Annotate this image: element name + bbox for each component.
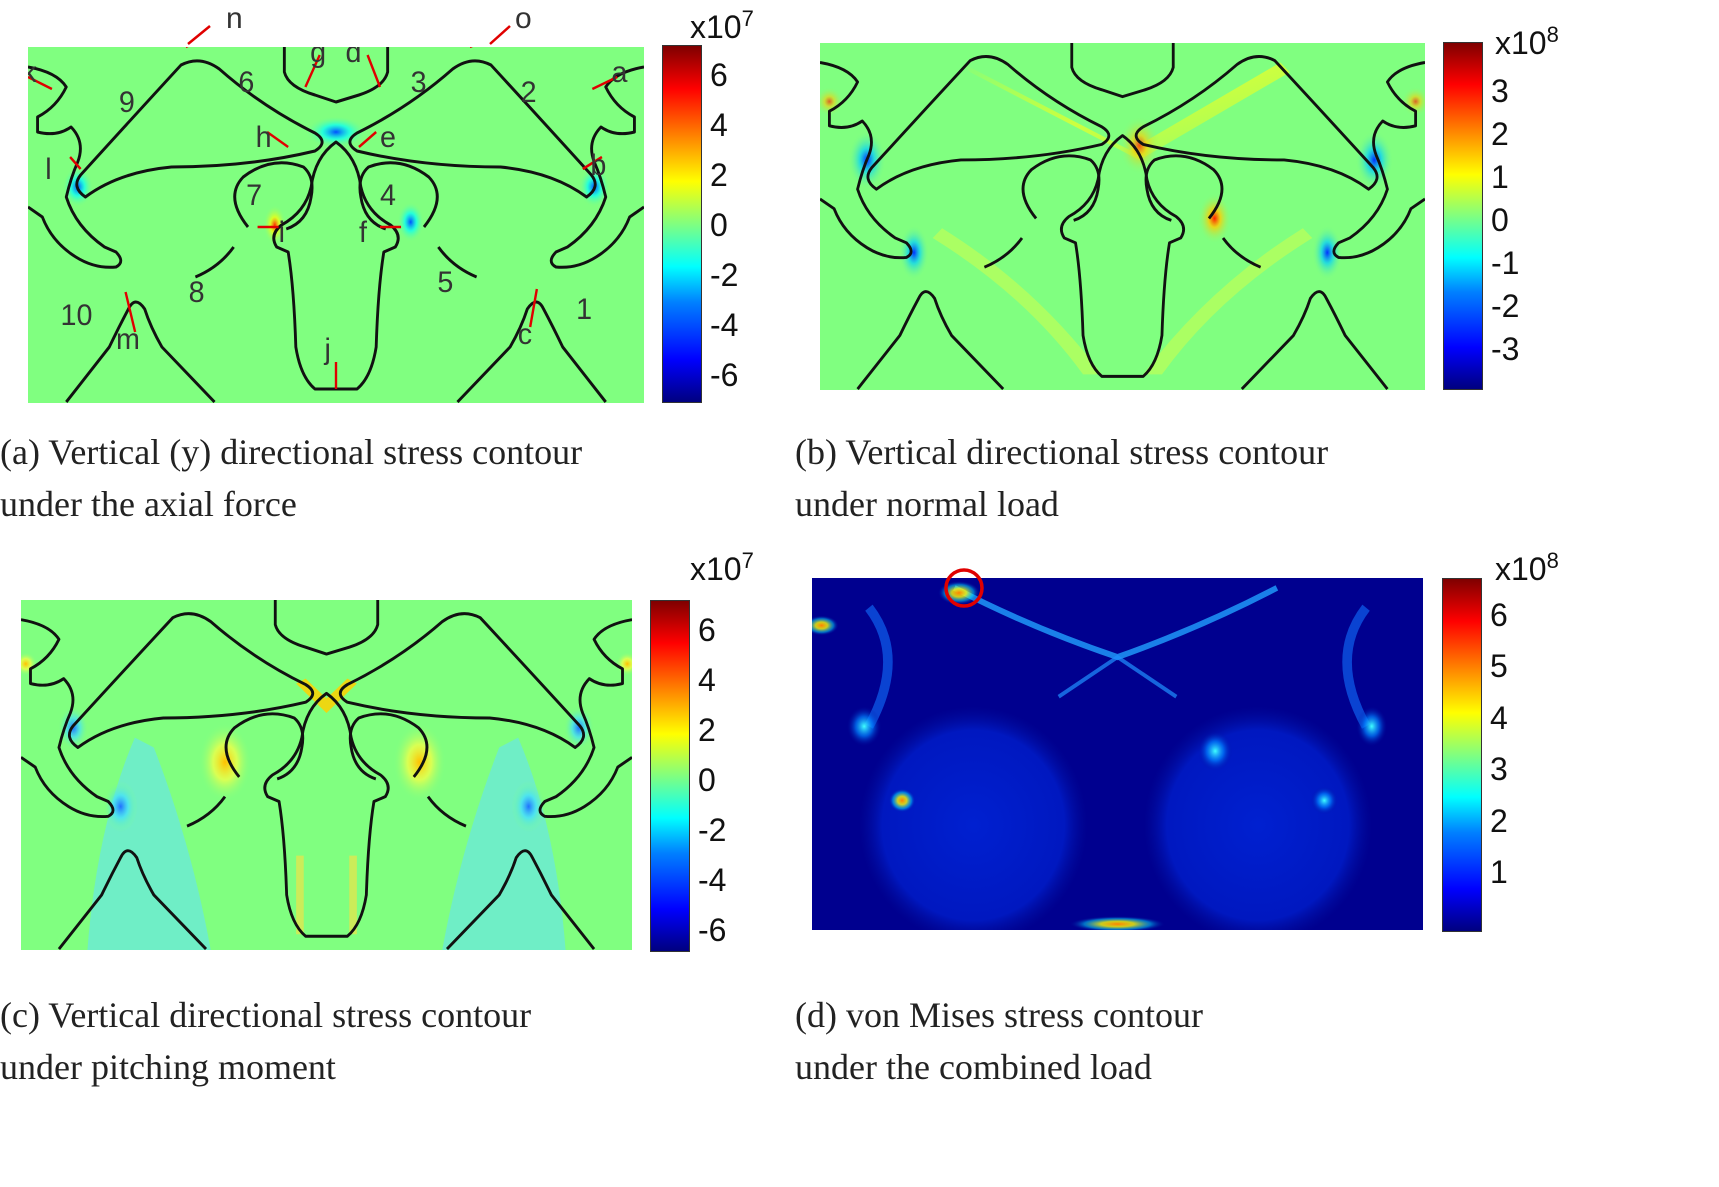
colorbar-c-multiplier: x107 (690, 548, 754, 587)
colorbar-d: 6 5 4 3 2 1 (1442, 578, 1562, 934)
panel-c-contour (21, 600, 632, 950)
caption-a: (a) Vertical (y) directional stress cont… (0, 432, 583, 524)
colorbar-d-multiplier: x108 (1495, 548, 1559, 587)
colorbar-b-tick: -1 (1491, 245, 1520, 281)
panel-b-contour (820, 43, 1425, 390)
colorbar-d-tick: 2 (1490, 803, 1508, 839)
colorbar-c-tick: -4 (698, 862, 727, 898)
colorbar-c-tick: 6 (698, 612, 716, 648)
label-region-5: 5 (437, 265, 453, 299)
colorbar-d-tick: 1 (1490, 854, 1508, 890)
label-h: h (256, 120, 272, 154)
colorbar-a-tick: -6 (710, 357, 739, 393)
colorbar-a-tick: 0 (710, 207, 728, 243)
label-region-1: 1 (576, 292, 592, 326)
colorbar-c-tick: -2 (698, 812, 727, 848)
colorbar-d-tick: 4 (1490, 700, 1508, 736)
colorbar-a: 6 4 2 0 -2 -4 -6 (662, 45, 782, 405)
label-i: i (279, 215, 285, 249)
label-region-9: 9 (119, 85, 135, 119)
colorbar-a-gradient (662, 45, 702, 403)
colorbar-b-multiplier: x108 (1495, 22, 1559, 61)
label-c: c (518, 317, 532, 351)
caption-d: (d) von Mises stress contour under the c… (795, 995, 1203, 1087)
label-o-outer: o (515, 2, 532, 35)
label-region-6: 6 (238, 65, 254, 99)
caption-c: (c) Vertical directional stress contour … (0, 995, 532, 1087)
colorbar-b-tick: 1 (1491, 159, 1509, 195)
label-region-3: 3 (411, 65, 427, 99)
label-region-4: 4 (380, 178, 396, 212)
label-f: f (359, 215, 368, 249)
label-j: j (324, 332, 331, 366)
label-region-8: 8 (189, 275, 205, 309)
label-a: a (611, 55, 628, 89)
label-g: g (310, 47, 326, 69)
colorbar-b-tick: 0 (1491, 202, 1509, 238)
colorbar-b-tick: -2 (1491, 288, 1520, 324)
caption-b: (b) Vertical directional stress contour … (795, 432, 1329, 524)
label-region-2: 2 (521, 75, 537, 109)
colorbar-b-tick: 3 (1491, 73, 1509, 109)
label-region-10: 10 (61, 298, 93, 332)
label-m: m (116, 322, 140, 356)
colorbar-c: 6 4 2 0 -2 -4 -6 (650, 600, 770, 954)
colorbar-c-tick: 0 (698, 762, 716, 798)
colorbar-d-gradient (1442, 578, 1482, 932)
colorbar-d-tick: 6 (1490, 597, 1508, 633)
label-n-outer: n (226, 2, 243, 35)
label-l: l (45, 152, 51, 186)
label-b: b (590, 148, 606, 182)
colorbar-a-tick: 2 (710, 157, 728, 193)
colorbar-c-gradient (650, 600, 690, 952)
label-e: e (380, 120, 396, 154)
top-arrows-a (187, 25, 511, 45)
label-d: d (346, 47, 362, 69)
colorbar-a-tick: 6 (710, 57, 728, 93)
colorbar-c-tick: -6 (698, 912, 727, 948)
colorbar-b-tick: 2 (1491, 116, 1509, 152)
colorbar-a-tick: 4 (710, 107, 728, 143)
panel-a-contour: n 9 6 g d 3 2 k a l b h e 7 4 i f 8 5 10… (28, 47, 644, 403)
colorbar-d-tick: 3 (1490, 751, 1508, 787)
colorbar-c-tick: 2 (698, 712, 716, 748)
colorbar-b: 3 2 1 0 -1 -2 -3 (1443, 42, 1563, 392)
colorbar-b-tick: -3 (1491, 331, 1520, 367)
colorbar-d-tick: 5 (1490, 648, 1508, 684)
highlight-circle-icon (944, 568, 984, 608)
colorbar-a-tick: -4 (710, 307, 739, 343)
colorbar-c-tick: 4 (698, 662, 716, 698)
panel-d-contour (812, 578, 1423, 930)
label-region-7: 7 (246, 178, 262, 212)
colorbar-a-multiplier: x107 (690, 6, 754, 45)
colorbar-b-gradient (1443, 42, 1483, 390)
label-k: k (28, 55, 37, 89)
colorbar-a-tick: -2 (710, 257, 739, 293)
